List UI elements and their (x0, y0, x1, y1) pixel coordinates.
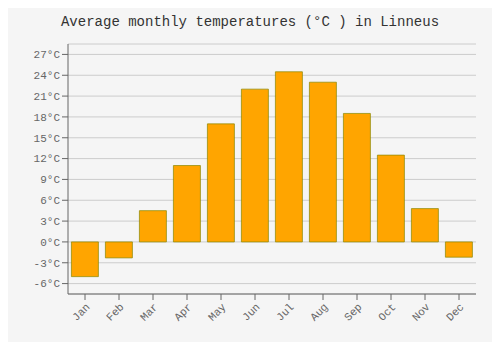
svg-text:-6°C: -6°C (34, 278, 61, 290)
svg-text:Mar: Mar (138, 301, 160, 323)
svg-text:May: May (206, 301, 229, 324)
svg-text:Dec: Dec (444, 301, 466, 323)
svg-text:24°C: 24°C (34, 70, 61, 82)
svg-text:27°C: 27°C (34, 49, 61, 61)
svg-text:18°C: 18°C (34, 112, 61, 124)
svg-text:Sep: Sep (342, 301, 364, 323)
svg-text:Jun: Jun (240, 301, 262, 323)
svg-text:-3°C: -3°C (34, 258, 61, 270)
svg-text:Oct: Oct (376, 301, 398, 323)
html-text:Average monthly temperatures (: Average monthly temperatures (°C ) in Li… (61, 14, 439, 30)
svg-text:12°C: 12°C (34, 153, 61, 165)
svg-text:21°C: 21°C (34, 91, 61, 103)
svg-text:Jul: Jul (274, 301, 296, 323)
svg-text:Aug: Aug (308, 301, 330, 323)
svg-text:Apr: Apr (172, 301, 194, 323)
svg-text:6°C: 6°C (40, 195, 60, 207)
svg-text:Nov: Nov (410, 301, 433, 324)
svg-text:15°C: 15°C (34, 133, 61, 145)
svg-text:Feb: Feb (104, 301, 126, 323)
svg-text:9°C: 9°C (40, 174, 60, 186)
svg-text:3°C: 3°C (40, 216, 60, 228)
svg-text:Jan: Jan (70, 301, 92, 323)
svg-text:0°C: 0°C (40, 237, 60, 249)
